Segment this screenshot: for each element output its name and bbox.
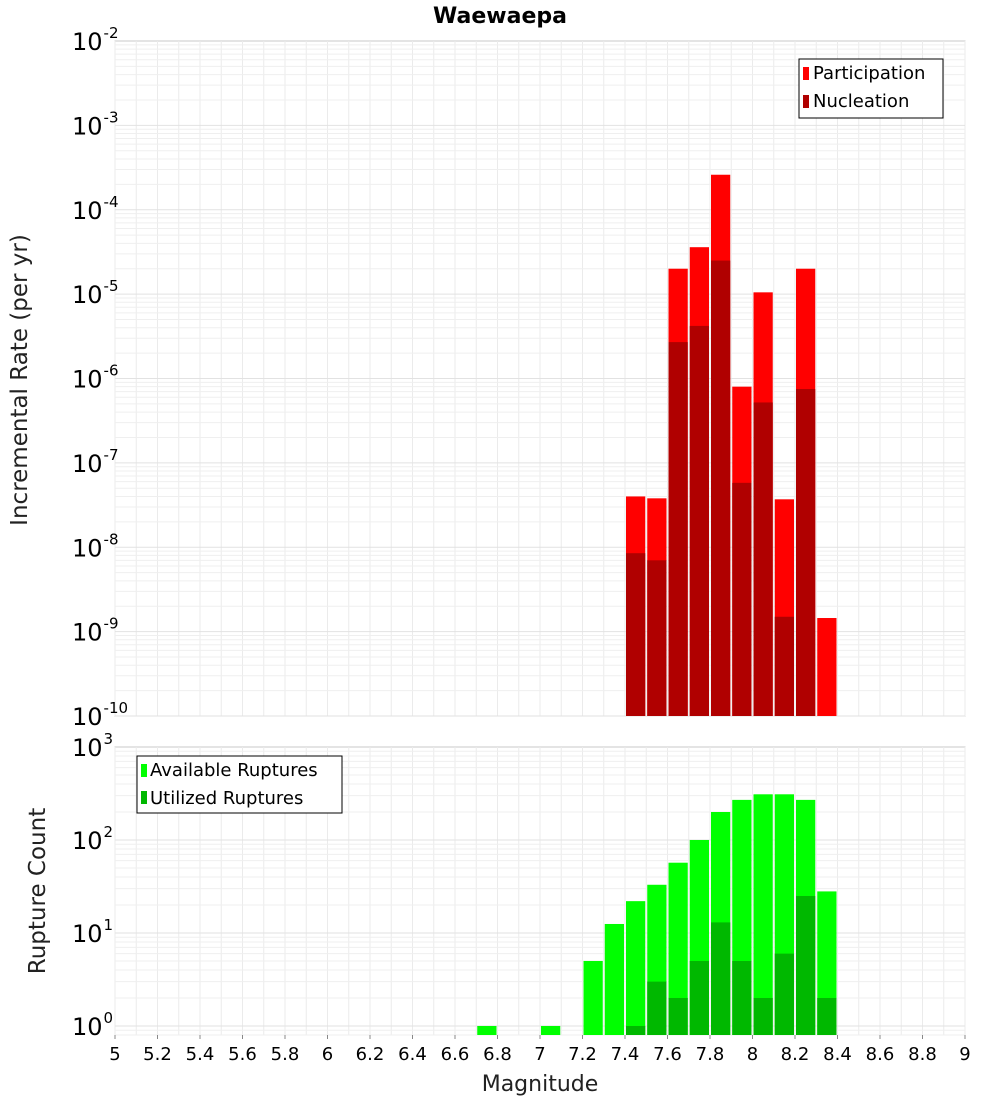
x-tick-label: 7.2 <box>568 1044 597 1065</box>
rate-y-tick-label: 10-3 <box>72 108 119 140</box>
rate-panel: 10-10 10-9 10-8 10-7 10-6 10-5 10-4 10-3 10-2 In… <box>7 24 966 731</box>
rate-y-tick-label: 10-4 <box>72 193 119 225</box>
x-tick-label: 8.6 <box>866 1044 895 1065</box>
rate-y-axis-label: Incremental Rate (per yr) <box>7 234 33 526</box>
rate-bar-nucleation <box>796 389 816 716</box>
rate-y-tick-label: 10-10 <box>72 699 128 731</box>
x-tick-label: 6.2 <box>356 1044 385 1065</box>
legend-label-available: Available Ruptures <box>150 760 318 781</box>
x-tick-label: 7.8 <box>696 1044 725 1065</box>
legend-label-nucleation: Nucleation <box>813 91 909 112</box>
rate-bar-nucleation <box>753 402 773 716</box>
rate-y-tick-label: 10-7 <box>72 446 119 478</box>
x-tick-label: 6.4 <box>398 1044 427 1065</box>
count-bar-utilized-ruptures <box>668 997 688 1035</box>
rate-y-tick-label: 10-6 <box>72 362 119 394</box>
rate-y-tick-label: 10-2 <box>72 24 119 56</box>
count-y-ticks: 100 101 102 103 <box>72 730 113 1041</box>
rate-bar-nucleation <box>711 260 731 716</box>
rate-legend: Participation Nucleation <box>798 58 944 119</box>
legend-label-utilized: Utilized Ruptures <box>150 788 303 809</box>
count-bar-available-ruptures <box>583 960 603 1035</box>
rate-y-tick-label: 10-5 <box>72 277 119 309</box>
x-tick-label: 7.4 <box>611 1044 640 1065</box>
count-bar-utilized-ruptures <box>711 922 731 1035</box>
count-gridlines <box>114 747 966 1036</box>
count-bar-utilized-ruptures <box>689 960 709 1035</box>
count-bar-utilized-ruptures <box>774 953 794 1035</box>
rate-bar-nucleation <box>668 342 688 716</box>
count-bar-utilized-ruptures <box>647 981 667 1035</box>
count-y-tick-label: 100 <box>72 1009 113 1041</box>
legend-label-participation: Participation <box>813 63 925 84</box>
count-bar-utilized-ruptures <box>626 1025 646 1035</box>
count-y-axis-label: Rupture Count <box>25 808 51 974</box>
rate-y-tick-label: 10-9 <box>72 615 119 647</box>
count-bar-available-ruptures <box>626 901 646 1035</box>
count-bar-utilized-ruptures <box>753 997 773 1035</box>
x-tick-label: 6.8 <box>483 1044 512 1065</box>
rate-y-ticks: 10-10 10-9 10-8 10-7 10-6 10-5 10-4 10-3 10-2 <box>72 24 128 731</box>
rate-gridlines <box>114 41 966 717</box>
legend-swatch-utilized <box>141 791 147 804</box>
legend-swatch-participation <box>803 67 809 80</box>
chart-title: Waewaepa <box>433 4 567 29</box>
rate-bar-nucleation <box>647 560 667 716</box>
count-legend-box <box>136 755 343 814</box>
count-y-tick-label: 101 <box>72 916 113 948</box>
count-panel: 100 101 102 103 5 5.2 5.4 5.6 5.8 6 6.2 6.4 6.6 6.8 7… <box>25 730 971 1097</box>
x-tick-label: 8 <box>747 1044 758 1065</box>
count-bar-utilized-ruptures <box>732 960 752 1035</box>
x-tick-label: 8.2 <box>781 1044 810 1065</box>
count-bar-available-ruptures <box>668 862 688 1035</box>
count-bars <box>477 794 837 1035</box>
rate-bars <box>626 174 837 716</box>
count-y-tick-label: 102 <box>72 823 113 855</box>
x-tick-label: 6.6 <box>441 1044 470 1065</box>
legend-swatch-available <box>141 764 147 777</box>
legend-swatch-nucleation <box>803 95 809 108</box>
rate-bar-participation <box>817 618 837 716</box>
x-tick-label: 5 <box>109 1044 120 1065</box>
rate-bar-nucleation <box>732 482 752 716</box>
x-tick-label: 8.4 <box>823 1044 852 1065</box>
rate-legend-box <box>798 58 944 119</box>
magnitude-x-ticks: 5 5.2 5.4 5.6 5.8 6 6.2 6.4 6.6 6.8 7 7.2 7.4 7.6 7.8 8… <box>109 1035 971 1065</box>
x-tick-label: 7.6 <box>653 1044 682 1065</box>
count-legend: Available Ruptures Utilized Ruptures <box>136 755 343 814</box>
x-tick-label: 5.6 <box>228 1044 257 1065</box>
x-axis-label: Magnitude <box>482 1072 599 1097</box>
x-tick-label: 5.4 <box>186 1044 215 1065</box>
count-bar-utilized-ruptures <box>796 895 816 1035</box>
count-bar-available-ruptures <box>604 923 624 1035</box>
count-bar-available-ruptures <box>541 1025 561 1035</box>
count-bar-utilized-ruptures <box>817 997 837 1035</box>
rate-bar-nucleation <box>689 325 709 716</box>
rate-bar-nucleation <box>774 616 794 716</box>
x-tick-label: 5.2 <box>143 1044 172 1065</box>
x-tick-label: 6 <box>322 1044 333 1065</box>
x-tick-label: 5.8 <box>271 1044 300 1065</box>
x-tick-label: 9 <box>959 1044 970 1065</box>
rate-bar-nucleation <box>626 553 646 716</box>
count-bar-available-ruptures <box>477 1025 497 1035</box>
x-tick-label: 7 <box>534 1044 545 1065</box>
count-y-tick-label: 103 <box>72 730 113 762</box>
count-bar-available-ruptures <box>753 794 773 1035</box>
rate-y-tick-label: 10-8 <box>72 530 119 562</box>
x-tick-label: 8.8 <box>908 1044 937 1065</box>
